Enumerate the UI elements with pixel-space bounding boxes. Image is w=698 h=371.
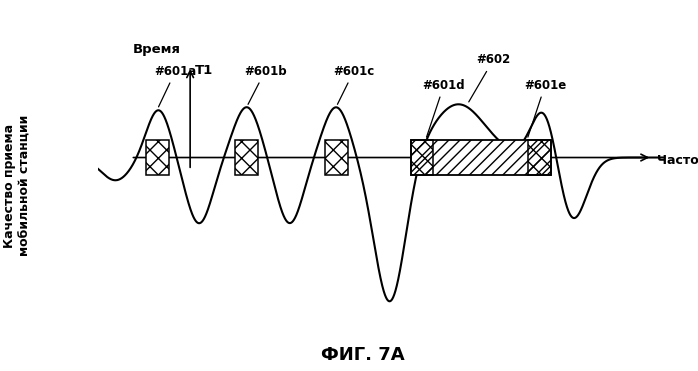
Bar — [235, 140, 258, 175]
Text: Частота: Частота — [657, 154, 698, 167]
Text: #601b: #601b — [244, 65, 286, 104]
Bar — [146, 140, 169, 175]
Text: #601c: #601c — [333, 65, 374, 104]
Text: #601d: #601d — [423, 79, 466, 137]
Bar — [325, 140, 348, 175]
Text: #601a: #601a — [154, 65, 197, 107]
Text: #602: #602 — [469, 53, 510, 102]
Text: T1: T1 — [195, 64, 213, 77]
Text: Качество приема
мобильной станции: Качество приема мобильной станции — [3, 115, 31, 256]
Bar — [410, 140, 551, 175]
Text: ФИГ. 7А: ФИГ. 7А — [321, 345, 405, 364]
Bar — [528, 140, 551, 175]
Text: Время: Время — [133, 43, 181, 56]
Bar — [410, 140, 433, 175]
Text: #601e: #601e — [524, 79, 566, 137]
